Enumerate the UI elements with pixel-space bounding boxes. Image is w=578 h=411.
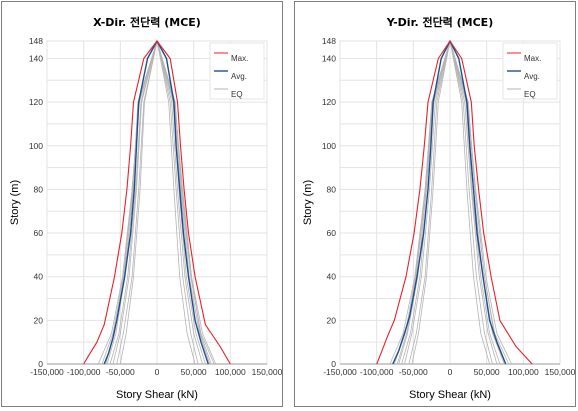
y-axis-label: Story (m) <box>302 180 314 225</box>
chart-y-svg: Y-Dir. 전단력 (MCE) -150,000 -100,000 -50,000 0… <box>302 15 575 401</box>
avg-series-line <box>103 40 209 365</box>
y-tick-label: 148 <box>322 36 336 46</box>
x-tick-label: 0 <box>155 367 160 377</box>
x-tick-label: 100,000 <box>508 367 539 377</box>
y-tick-label: 120 <box>322 97 336 107</box>
x-axis-label: Story Shear (kN) <box>116 389 198 401</box>
legend-label: Max. <box>231 54 248 63</box>
y-axis-label: Story (m) <box>9 180 21 225</box>
x-tick-label: 50,000 <box>181 367 207 377</box>
max-series-line <box>83 40 231 365</box>
legend-label: Avg. <box>524 72 540 81</box>
y-tick-label: 60 <box>34 228 44 238</box>
y-tick-label: 60 <box>327 228 337 238</box>
x-axis-label: Story Shear (kN) <box>409 389 491 401</box>
x-tick-label: -50,000 <box>399 367 428 377</box>
chart-title: Y-Dir. 전단력 (MCE) <box>386 15 493 29</box>
y-tick-label: 20 <box>327 315 337 325</box>
x-tick-label: 50,000 <box>474 367 500 377</box>
legend-label: Avg. <box>231 72 247 81</box>
chart-x-svg: X-Dir. 전단력 (MCE) -150,000 -100,000 -50,000 0… <box>9 15 282 401</box>
y-tick-label: 0 <box>331 359 336 369</box>
y-tick-label: 20 <box>34 315 44 325</box>
x-tick-label: 150,000 <box>545 367 575 377</box>
x-tick-label: -150,000 <box>323 367 357 377</box>
x-tick-label: -100,000 <box>360 367 394 377</box>
x-tick-label: -50,000 <box>106 367 135 377</box>
max-series-line <box>376 40 533 365</box>
y-tick-label: 120 <box>29 97 43 107</box>
legend-label: EQ <box>524 90 536 99</box>
y-tick-label: 148 <box>29 36 43 46</box>
x-tick-label: -100,000 <box>67 367 101 377</box>
y-tick-label: 80 <box>327 184 337 194</box>
y-tick-label: 40 <box>327 272 337 282</box>
y-tick-label: 140 <box>322 53 336 63</box>
chart-title: X-Dir. 전단력 (MCE) <box>93 15 201 29</box>
y-tick-label: 100 <box>322 141 336 151</box>
x-tick-label: 150,000 <box>252 367 282 377</box>
y-tick-label: 140 <box>29 53 43 63</box>
chart-panel-y: Y-Dir. 전단력 (MCE) -150,000 -100,000 -50,000 0… <box>294 1 576 407</box>
y-tick-label: 0 <box>38 359 43 369</box>
avg-series-line <box>392 40 507 365</box>
legend-label: Max. <box>524 54 541 63</box>
y-tick-label: 100 <box>29 141 43 151</box>
x-tick-label: 100,000 <box>215 367 246 377</box>
x-tick-label: 0 <box>448 367 453 377</box>
legend-label: EQ <box>231 90 243 99</box>
chart-panel-x: X-Dir. 전단력 (MCE) -150,000 -100,000 -50,000 0… <box>1 1 283 407</box>
y-tick-label: 80 <box>34 184 44 194</box>
y-tick-label: 40 <box>34 272 44 282</box>
x-tick-label: -150,000 <box>30 367 64 377</box>
